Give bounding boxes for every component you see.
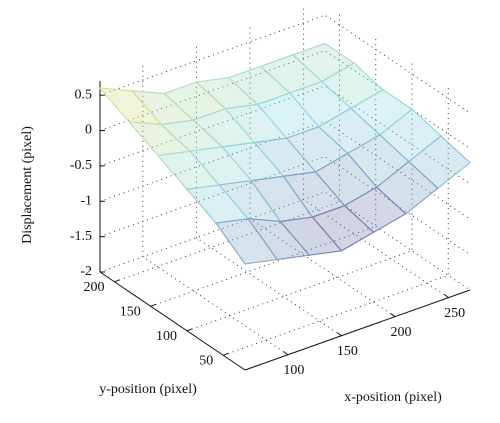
x-tick: [444, 294, 449, 299]
surface-cell: [214, 218, 279, 265]
grid-line: [303, 8, 449, 299]
x-tick: [283, 351, 289, 356]
x-tick-label: 250: [444, 306, 465, 321]
y-tick: [114, 279, 120, 283]
y-tick: [150, 303, 156, 307]
grid-line: [195, 46, 342, 337]
y-tick-label: 50: [199, 354, 213, 369]
x-tick-label: 200: [391, 325, 412, 340]
y-axis-label: y-position (pixel): [99, 382, 197, 397]
grid-line: [99, 14, 471, 114]
z-tick-label: 0: [85, 123, 92, 138]
y-tick-label: 100: [156, 329, 177, 344]
grid-line: [99, 156, 471, 256]
grid-line: [99, 49, 471, 149]
z-tick-label: 0.5: [75, 87, 93, 102]
x-axis: [244, 289, 471, 371]
y-axis: [99, 271, 246, 371]
grid-line: [99, 191, 471, 291]
x-tick-label: 150: [337, 344, 358, 359]
grid-line: [142, 65, 289, 356]
x-tick-label: 100: [283, 363, 304, 378]
z-tick-label: -0.5: [70, 158, 92, 173]
z-tick-label: -1.5: [70, 229, 92, 244]
z-tick-label: -1: [80, 193, 92, 208]
y-tick-label: 200: [84, 280, 105, 295]
y-tick: [186, 328, 193, 332]
z-axis-label: Displacement (pixel): [20, 126, 35, 244]
x-tick: [337, 332, 342, 337]
x-axis-label: x-position (pixel): [344, 390, 442, 405]
grid-line: [99, 120, 471, 220]
x-tick: [390, 313, 396, 318]
y-tick: [223, 352, 229, 356]
z-tick-label: -2: [80, 264, 92, 279]
y-tick-label: 150: [120, 305, 141, 320]
